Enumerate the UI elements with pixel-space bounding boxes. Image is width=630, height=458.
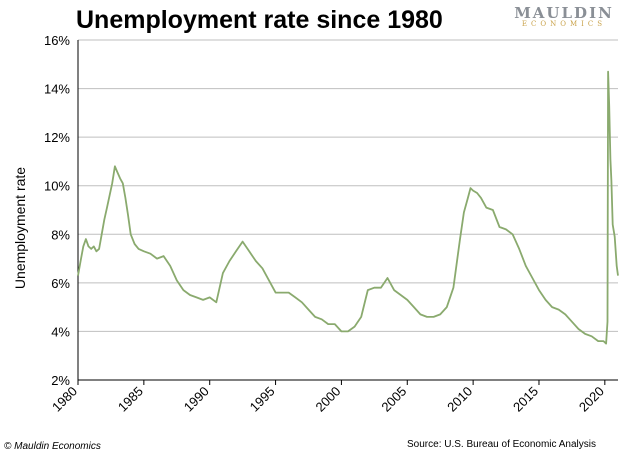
source-note: Source: U.S. Bureau of Economic Analysis (407, 439, 596, 450)
mauldin-economics-logo: MAULDIN ECONOMICS (506, 4, 622, 28)
y-tick-label: 8% (51, 227, 70, 242)
y-tick-label: 10% (44, 179, 70, 194)
chart-title: Unemployment rate since 1980 (76, 6, 443, 34)
logo-wordmark-bottom: ECONOMICS (521, 20, 607, 28)
x-tick-label: 2005 (378, 384, 409, 415)
y-tick-labels: 2% 4% 6% 8% 10% 12% 14% 16% (44, 33, 70, 388)
y-axis-label: Unemployment rate (12, 167, 28, 289)
y-tick-label: 2% (51, 373, 70, 388)
x-tick-label: 1990 (181, 384, 212, 415)
x-tick-labels: 1980 1985 1990 1995 2000 2005 2010 2015 2020 (49, 384, 607, 415)
y-tick-label: 12% (44, 130, 70, 145)
x-tick-label: 1980 (49, 384, 80, 415)
series-group (77, 70, 619, 345)
x-tick-label: 2000 (312, 384, 343, 415)
y-tick-label: 16% (44, 33, 70, 48)
copyright-note: © Mauldin Economics (4, 441, 101, 452)
unemployment-rate-line (77, 70, 619, 345)
x-tick-label: 2020 (576, 384, 607, 415)
x-tick-label: 2010 (444, 384, 475, 415)
y-tick-label: 4% (51, 324, 70, 339)
y-tick-label: 14% (44, 82, 70, 97)
axes (77, 40, 618, 385)
y-tick-label: 6% (51, 276, 70, 291)
x-tick-label: 1995 (247, 384, 278, 415)
x-tick-label: 2015 (510, 384, 541, 415)
x-tick-label: 1985 (115, 384, 146, 415)
logo-wordmark-top: MAULDIN (514, 4, 614, 22)
